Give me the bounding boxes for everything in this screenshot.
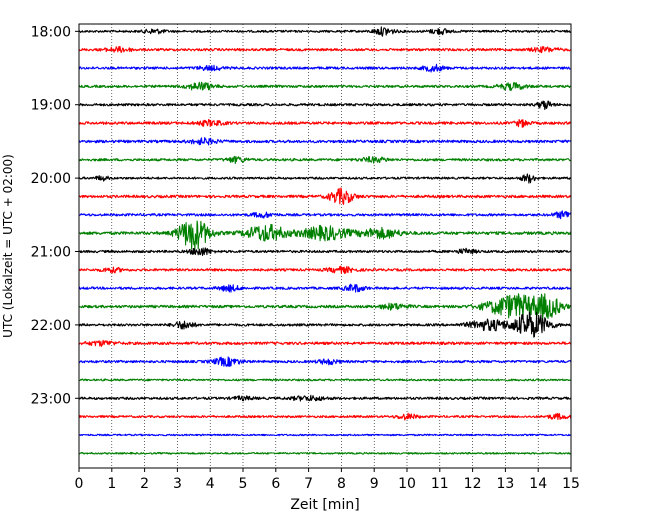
trace-2100 bbox=[78, 247, 572, 256]
plot-frame bbox=[78, 23, 572, 469]
trace-2045 bbox=[78, 220, 572, 250]
trace-1915 bbox=[78, 118, 572, 128]
y-tick-label: 22:00 bbox=[31, 318, 71, 334]
y-tick-label: 23:00 bbox=[31, 391, 71, 407]
x-tick-label: 10 bbox=[398, 476, 416, 492]
x-tick-label: 9 bbox=[370, 476, 379, 492]
vertical-grid bbox=[111, 24, 539, 468]
trace-2315 bbox=[78, 412, 572, 421]
x-tick-label: 4 bbox=[206, 476, 215, 492]
trace-2115 bbox=[78, 265, 572, 274]
x-tick-label: 12 bbox=[464, 476, 482, 492]
x-tick-label: 13 bbox=[496, 476, 514, 492]
y-tick-label: 21:00 bbox=[31, 245, 71, 261]
x-tick-label: 11 bbox=[431, 476, 449, 492]
trace-1830 bbox=[78, 63, 572, 73]
trace-1800 bbox=[78, 26, 572, 37]
trace-2245 bbox=[78, 378, 572, 382]
x-tick-label: 1 bbox=[107, 476, 116, 492]
trace-1945 bbox=[78, 155, 572, 164]
trace-2015 bbox=[78, 187, 572, 205]
x-axis-label: Zeit [min] bbox=[290, 497, 359, 513]
x-tick-label: 15 bbox=[562, 476, 580, 492]
trace-2145 bbox=[78, 293, 572, 320]
trace-1900 bbox=[78, 100, 572, 110]
x-tick-label: 8 bbox=[337, 476, 346, 492]
trace-1930 bbox=[78, 137, 572, 146]
trace-2215 bbox=[78, 339, 572, 347]
seismic-traces bbox=[78, 26, 572, 455]
x-tick-label: 5 bbox=[239, 476, 248, 492]
y-tick-label: 20:00 bbox=[31, 171, 71, 187]
trace-2230 bbox=[78, 356, 572, 367]
trace-2330 bbox=[78, 433, 572, 437]
trace-2030 bbox=[78, 210, 572, 220]
y-tick-label: 19:00 bbox=[31, 98, 71, 114]
trace-2345 bbox=[78, 451, 572, 455]
trace-2000 bbox=[78, 173, 572, 184]
y-axis-label: UTC (Lokalzeit = UTC + 02:00) bbox=[1, 154, 15, 338]
x-tick-label: 6 bbox=[271, 476, 280, 492]
y-axis-ticks: 18:00 19:00 20:00 21:00 22:00 23:00 bbox=[31, 24, 79, 407]
trace-2300 bbox=[78, 394, 572, 402]
x-tick-label: 7 bbox=[304, 476, 313, 492]
x-tick-label: 0 bbox=[75, 476, 84, 492]
trace-1815 bbox=[78, 45, 572, 54]
trace-2200 bbox=[78, 311, 572, 338]
x-tick-label: 2 bbox=[140, 476, 149, 492]
y-tick-label: 18:00 bbox=[31, 24, 71, 40]
trace-1845 bbox=[78, 81, 572, 92]
x-axis-ticks: 0 1 2 3 4 5 6 7 8 9 10 11 12 13 14 15 bbox=[75, 468, 580, 492]
trace-2130 bbox=[78, 283, 572, 293]
x-tick-label: 14 bbox=[529, 476, 547, 492]
x-tick-label: 3 bbox=[173, 476, 182, 492]
